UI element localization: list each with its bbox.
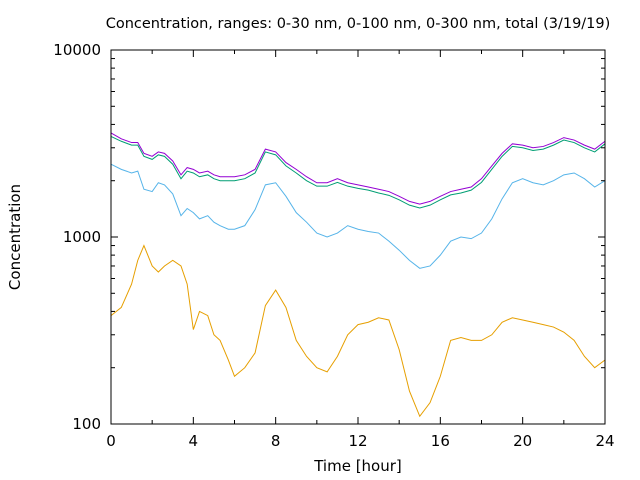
x-tick-label: 20 [513,432,532,450]
series-line-3 [110,163,606,269]
series-line-1 [110,132,606,205]
x-tick-label: 8 [271,432,281,450]
chart-title: Concentration, ranges: 0-30 nm, 0-100 nm… [106,16,611,32]
x-axis-ticks: 0 4 8 12 16 20 24 [106,50,615,450]
x-tick-label: 24 [595,432,614,450]
series-line-2 [110,135,606,209]
y-axis-label: Concentration [6,184,24,290]
x-tick-label: 16 [431,432,450,450]
x-tick-label: 12 [348,432,367,450]
y-tick-label: 10000 [53,41,101,59]
x-tick-label: 4 [189,432,199,450]
x-axis-label: Time [hour] [313,457,402,475]
plot-area [110,132,606,418]
series-line-4 [110,244,606,418]
x-tick-label: 0 [106,432,116,450]
y-tick-label: 100 [72,415,101,433]
y-axis-ticks: 100 1000 10000 [53,41,605,433]
plot-frame [110,49,606,425]
y-tick-label: 1000 [63,228,101,246]
